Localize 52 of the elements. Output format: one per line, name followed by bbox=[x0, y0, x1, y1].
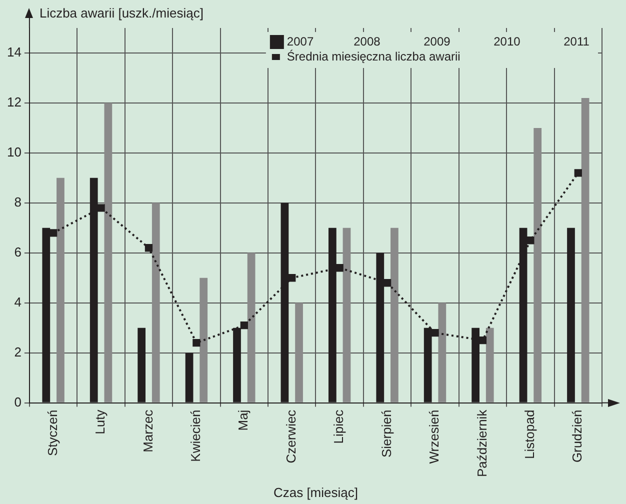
point bbox=[383, 279, 392, 287]
point bbox=[240, 322, 248, 330]
annotation: 2010 bbox=[494, 34, 521, 48]
point bbox=[288, 274, 296, 282]
x-axis-title: Czas [miesiąc] bbox=[273, 485, 358, 500]
bar bbox=[534, 128, 542, 402]
bar bbox=[486, 328, 494, 402]
y-tick-label: 4 bbox=[14, 294, 22, 310]
x-tick-label: Sierpień bbox=[378, 410, 394, 458]
bar bbox=[581, 98, 590, 402]
point bbox=[336, 264, 344, 272]
y-tick-label: 6 bbox=[14, 244, 22, 260]
point bbox=[192, 339, 200, 347]
bar bbox=[342, 228, 351, 402]
annotation: 2009 bbox=[424, 34, 451, 48]
bar bbox=[152, 202, 160, 402]
x-tick-label: Marzec bbox=[140, 409, 156, 452]
bar bbox=[200, 278, 208, 402]
bar bbox=[390, 228, 398, 402]
bar bbox=[438, 302, 446, 402]
legend-label: Średnia miesięczna liczba awarii bbox=[286, 49, 460, 64]
legend-label: 2007 bbox=[286, 34, 314, 48]
y-axis-title: Liczba awarii [uszk./miesiąc] bbox=[39, 6, 204, 21]
x-tick-label: Styczeń bbox=[44, 410, 60, 456]
point bbox=[526, 236, 534, 244]
point bbox=[574, 169, 582, 177]
x-tick-label: Listopad bbox=[522, 410, 538, 459]
x-tick-label: Luty bbox=[92, 409, 108, 434]
annotation: 2011 bbox=[564, 34, 590, 48]
x-tick-label: Kwiecień bbox=[188, 410, 204, 462]
annotation: 2008 bbox=[354, 34, 381, 48]
y-tick-label: 14 bbox=[6, 44, 22, 60]
point bbox=[431, 329, 439, 337]
y-tick-label: 0 bbox=[14, 394, 22, 410]
x-tick-label: Październik bbox=[474, 409, 490, 478]
x-tick-label: Grudzień bbox=[570, 410, 585, 463]
bar bbox=[56, 178, 64, 402]
bar bbox=[295, 302, 303, 402]
x-tick-label: Wrzesień bbox=[426, 410, 442, 464]
point bbox=[144, 244, 153, 252]
point bbox=[49, 229, 58, 237]
bar bbox=[104, 102, 112, 402]
point bbox=[97, 204, 105, 212]
x-tick-label: Lipiec bbox=[331, 409, 346, 444]
y-tick-label: 8 bbox=[14, 194, 22, 210]
y-tick-label: 12 bbox=[6, 94, 22, 110]
y-tick-label: 2 bbox=[14, 344, 22, 360]
x-tick-label: Maj bbox=[236, 410, 251, 431]
x-tick-label: Czerwiec bbox=[283, 409, 298, 464]
y-tick-label: 10 bbox=[6, 144, 22, 160]
bar bbox=[247, 252, 256, 402]
point bbox=[478, 336, 487, 344]
